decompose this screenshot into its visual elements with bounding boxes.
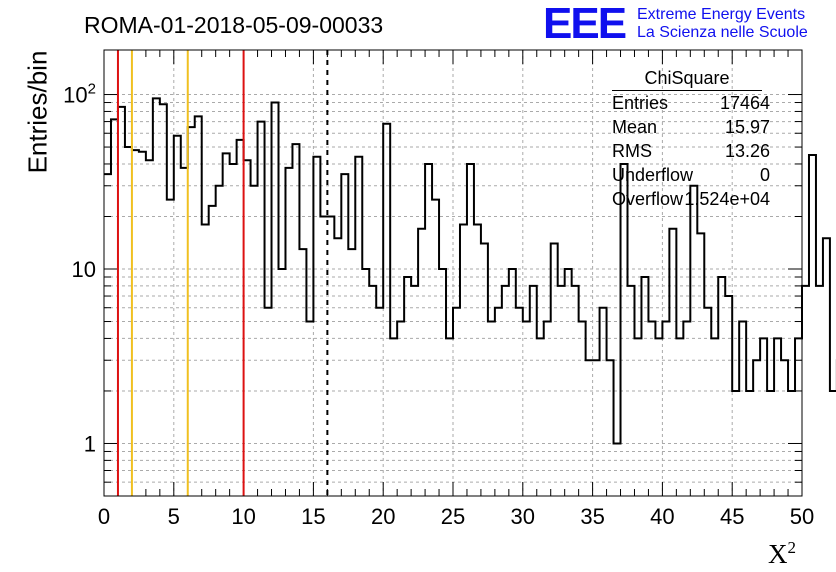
y-tick-label: 1	[84, 431, 96, 456]
stats-label: Underflow	[612, 165, 694, 185]
y-tick-label: 10	[72, 257, 96, 282]
stats-title: ChiSquare	[612, 66, 762, 91]
x-tick-label: 0	[98, 504, 110, 529]
stats-value: 1.524e+04	[684, 189, 770, 209]
x-tick-label: 5	[168, 504, 180, 529]
y-tick-label: 102	[63, 81, 96, 108]
logo-line-2: La Scienza nelle Scuole	[637, 24, 808, 41]
x-tick-label: 50	[790, 504, 814, 529]
stats-value: 17464	[719, 93, 770, 113]
stats-row: Entries 17464	[612, 91, 770, 115]
stats-value: 15.97	[724, 117, 770, 137]
x-tick-label: 20	[371, 504, 395, 529]
stats-box: ChiSquare Entries 17464 Mean 15.97 RMS 13.2…	[612, 66, 780, 211]
stats-value: 0	[759, 165, 770, 185]
x-tick-label: 40	[650, 504, 674, 529]
y-axis-label: Entries/bin	[22, 50, 53, 174]
logo-line-1: Extreme Energy Events	[637, 6, 806, 23]
stats-row: RMS 13.26	[612, 139, 770, 163]
stats-label: Overflow	[612, 189, 684, 209]
x-tick-label: 45	[720, 504, 744, 529]
eee-logo: EEE	[543, 0, 627, 48]
x-tick-label: 25	[441, 504, 465, 529]
stats-label: Mean	[612, 117, 658, 137]
x-tick-label: 35	[580, 504, 604, 529]
stats-row: Overflow 1.524e+04	[612, 187, 770, 211]
x-tick-label: 15	[301, 504, 325, 529]
x-tick-label: 10	[231, 504, 255, 529]
stats-label: RMS	[612, 141, 652, 161]
chart-title: ROMA-01-2018-05-09-00033	[84, 12, 384, 38]
x-tick-label: 30	[511, 504, 535, 529]
stats-row: Mean 15.97	[612, 115, 770, 139]
stats-value: 13.26	[724, 141, 770, 161]
stats-label: Entries	[612, 93, 669, 113]
plot-frame	[103, 49, 803, 497]
x-axis-label: X2	[768, 538, 796, 569]
stats-row: Underflow 0	[612, 163, 770, 187]
